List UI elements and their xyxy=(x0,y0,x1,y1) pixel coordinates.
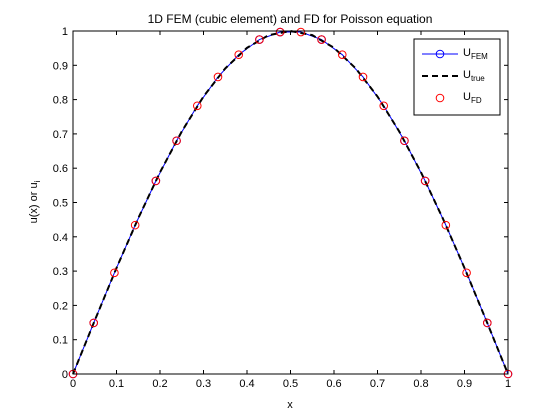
y-tick-label: 0.8 xyxy=(53,95,68,107)
legend-label-main: U xyxy=(463,91,471,103)
y-tick-label: 0.6 xyxy=(53,163,68,175)
x-tick-label: 0.1 xyxy=(109,378,124,390)
y-tick-label: 0.9 xyxy=(53,60,68,72)
y-tick-label: 0 xyxy=(62,369,68,381)
x-axis-label: x xyxy=(287,399,293,411)
y-tick-label: 0.1 xyxy=(53,335,68,347)
legend-label-main: U xyxy=(463,47,471,59)
x-tick-label: 0.3 xyxy=(196,378,211,390)
y-tick-label: 0.4 xyxy=(53,232,68,244)
legend-label-sub: FEM xyxy=(471,52,488,61)
x-tick-label: 0.8 xyxy=(413,378,428,390)
x-tick-label: 1 xyxy=(505,378,511,390)
y-axis-label: u(x) or ui xyxy=(28,180,42,223)
x-tick-label: 0.9 xyxy=(457,378,472,390)
x-tick-label: 0.5 xyxy=(283,378,298,390)
y-axis-label-main: u(x) or u xyxy=(28,182,40,223)
y-tick-label: 0.3 xyxy=(53,266,68,278)
x-tick-label: 0.6 xyxy=(326,378,341,390)
legend-label-sub: true xyxy=(471,74,485,83)
x-tick-label: 0 xyxy=(70,378,76,390)
legend-label-sub: FD xyxy=(471,96,482,105)
chart-title: 1D FEM (cubic element) and FD for Poisso… xyxy=(148,12,433,26)
x-tick-label: 0.4 xyxy=(239,378,254,390)
legend-label-main: U xyxy=(463,69,471,81)
y-tick-label: 0.7 xyxy=(53,129,68,141)
y-axis-label-sub: i xyxy=(33,180,42,182)
y-tick-label: 1 xyxy=(62,26,68,38)
x-tick-label: 0.7 xyxy=(370,378,385,390)
y-tick-label: 0.2 xyxy=(53,300,68,312)
y-tick-label: 0.5 xyxy=(53,198,68,210)
x-tick-label: 0.2 xyxy=(152,378,167,390)
